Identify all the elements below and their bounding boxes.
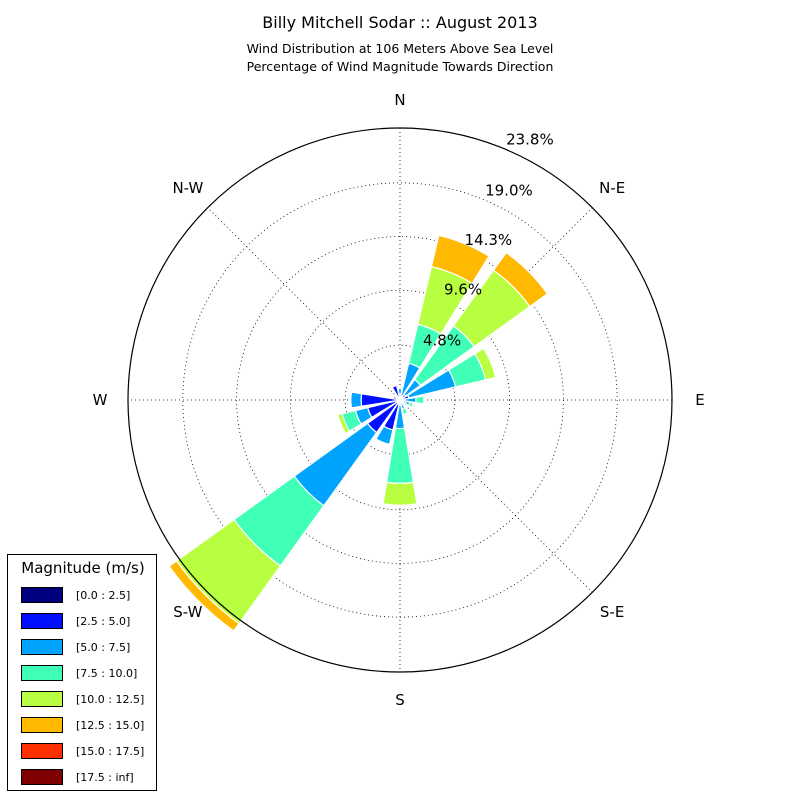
direction-label-w: W — [93, 391, 108, 409]
bar-segment-11-4 — [336, 412, 351, 435]
bar-segment-1-5 — [430, 234, 490, 285]
legend-label: [0.0 : 2.5] — [76, 589, 131, 602]
bar-segment-12-2 — [350, 391, 363, 409]
legend-title: Magnitude (m/s) — [21, 559, 145, 577]
legend-item: [5.0 : 7.5] — [21, 639, 153, 655]
grid-ring-0 — [344, 344, 456, 456]
legend-swatch — [21, 769, 63, 785]
legend-label: [5.0 : 7.5] — [76, 641, 131, 654]
legend-label: [7.5 : 10.0] — [76, 667, 138, 680]
legend-item: [7.5 : 10.0] — [21, 665, 153, 681]
radial-label-0: 4.8% — [423, 331, 461, 349]
direction-label-e: E — [695, 391, 704, 409]
bar-segment-4-4 — [423, 395, 426, 405]
radial-label-3: 19.0% — [485, 181, 533, 199]
legend-item: [15.0 : 17.5] — [21, 743, 153, 759]
legend-swatch — [21, 665, 63, 681]
legend-item: [2.5 : 5.0] — [21, 613, 153, 629]
chart-subtitle-line-2: Percentage of Wind Magnitude Towards Dir… — [246, 59, 554, 74]
legend-label: [12.5 : 15.0] — [76, 719, 145, 732]
bar-segment-9-2 — [375, 425, 394, 446]
direction-label-n: N — [394, 91, 405, 109]
legend-swatch — [21, 587, 63, 603]
bar-segment-4-3 — [415, 395, 425, 405]
legend-swatch — [21, 743, 63, 759]
radial-label-4: 23.8% — [506, 131, 554, 149]
sector-1 — [399, 234, 490, 401]
legend-swatch — [21, 639, 63, 655]
bar-segment-7-3 — [401, 406, 409, 416]
sector-8 — [382, 399, 418, 506]
legend-swatch — [21, 691, 63, 707]
bar-segment-0-2 — [397, 387, 403, 396]
grid-ring-3 — [182, 182, 618, 618]
direction-label-n-e: N-E — [599, 179, 625, 197]
direction-label-s-w: S-W — [173, 603, 202, 621]
sector-3 — [399, 347, 497, 401]
direction-label-s-e: S-E — [600, 603, 624, 621]
bar-segment-5-3 — [407, 401, 415, 409]
outer-circle — [127, 127, 673, 673]
legend-item: [17.5 : inf] — [21, 769, 153, 785]
legend-label: [10.0 : 12.5] — [76, 693, 145, 706]
legend-label: [17.5 : inf] — [76, 771, 134, 784]
legend-item: [0.0 : 2.5] — [21, 587, 153, 603]
grid-ring-1 — [289, 289, 511, 511]
chart-subtitle-line-1: Wind Distribution at 106 Meters Above Se… — [246, 41, 554, 56]
radial-label-2: 14.3% — [465, 231, 513, 249]
legend: Magnitude (m/s) [0.0 : 2.5] [2.5 : 5.0] [5… — [7, 554, 157, 791]
bar-segment-10-5 — [168, 560, 240, 632]
chart-title: Billy Mitchell Sodar :: August 2013 — [262, 13, 538, 32]
bar-segment-3-4 — [474, 347, 497, 381]
sector-2 — [399, 251, 549, 401]
direction-label-n-w: N-W — [172, 179, 203, 197]
legend-swatch — [21, 613, 63, 629]
sector-9 — [375, 399, 401, 446]
bar-segment-2-5 — [492, 251, 549, 308]
legend-label: [15.0 : 17.5] — [76, 745, 145, 758]
legend-item: [12.5 : 15.0] — [21, 717, 153, 733]
bar-segment-15-1 — [391, 384, 401, 400]
direction-label-s: S — [395, 691, 405, 709]
legend-item: [10.0 : 12.5] — [21, 691, 153, 707]
sector-4 — [399, 395, 426, 405]
legend-swatch — [21, 717, 63, 733]
radial-label-1: 9.6% — [444, 281, 482, 299]
bar-segment-8-4 — [382, 481, 418, 506]
sector-15 — [391, 384, 401, 401]
legend-label: [2.5 : 5.0] — [76, 615, 131, 628]
sector-10 — [168, 399, 401, 632]
